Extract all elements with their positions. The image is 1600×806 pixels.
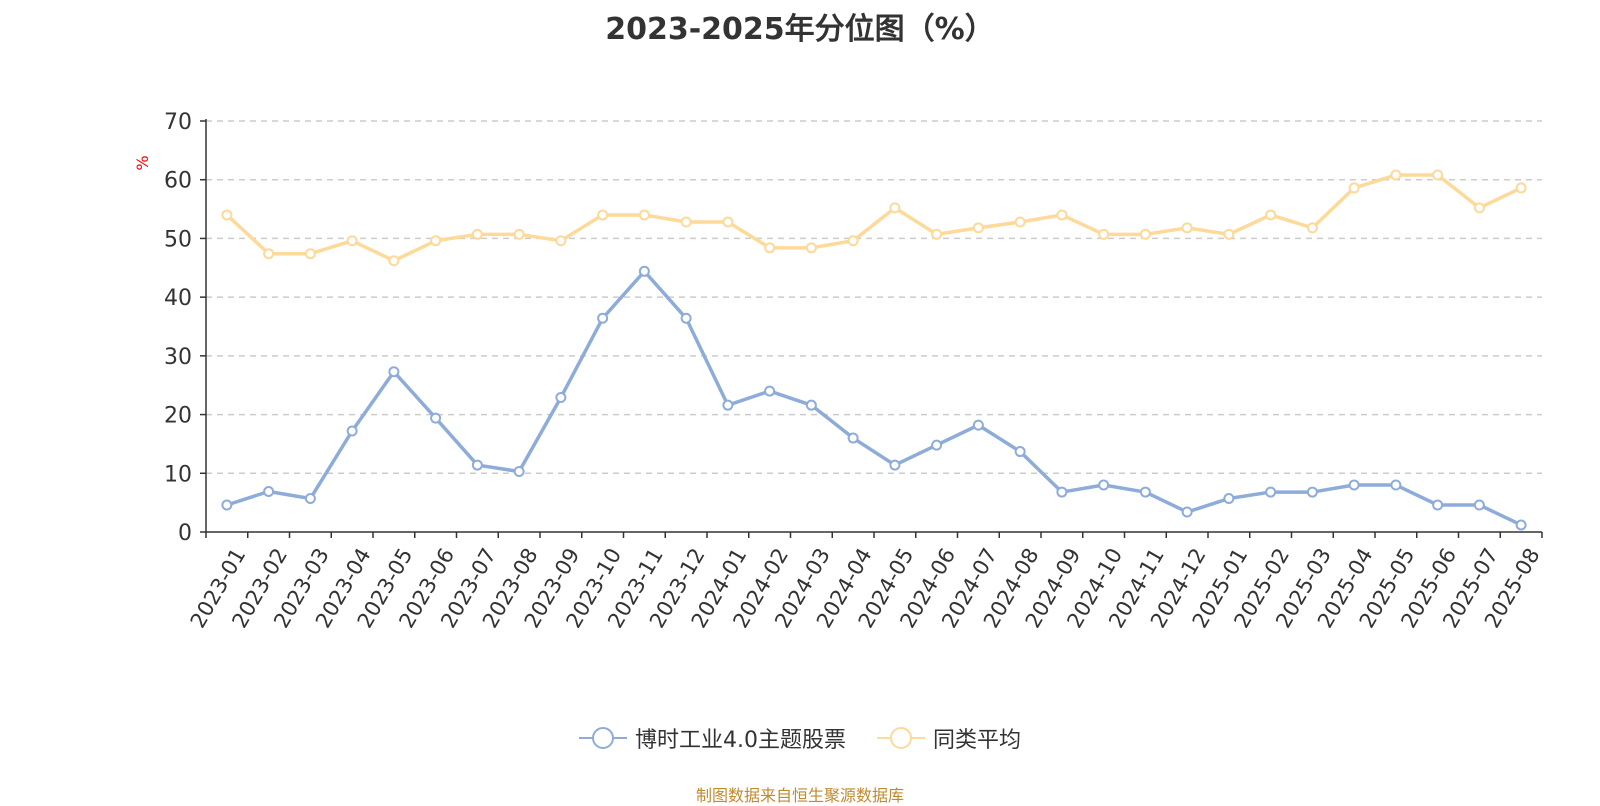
data-point-series-1	[722, 399, 734, 411]
data-point-series-2	[805, 242, 817, 254]
grid-lines	[206, 120, 1542, 475]
series-line-2	[225, 173, 1523, 263]
data-point-series-1	[388, 366, 400, 378]
y-tick-label: 60	[164, 169, 192, 194]
chart-title: 2023-2025年分位图（%）	[605, 12, 995, 47]
data-point-series-2	[972, 222, 984, 234]
data-point-series-1	[597, 312, 609, 324]
series-line-1	[225, 269, 1523, 527]
legend-line-circle-icon	[876, 727, 925, 749]
data-point-series-1	[972, 419, 984, 431]
data-point-series-2	[597, 209, 609, 221]
data-point-series-1	[1265, 486, 1277, 498]
data-point-series-1	[931, 439, 943, 451]
data-point-series-2	[1306, 222, 1318, 234]
legend: 博时工业4.0主题股票 同类平均	[0, 722, 1600, 756]
axes: 0102030405060702023-012023-022023-032023…	[164, 110, 1545, 632]
data-point-series-2	[847, 235, 859, 247]
data-point-series-2	[1139, 228, 1151, 240]
data-point-series-2	[1390, 169, 1402, 181]
data-point-series-2	[555, 235, 567, 247]
data-point-series-1	[847, 432, 859, 444]
data-point-series-1	[1181, 506, 1193, 518]
data-point-series-2	[304, 248, 316, 260]
legend-label-series-2: 同类平均	[932, 728, 1021, 753]
data-point-series-1	[555, 392, 567, 404]
data-point-series-1	[263, 485, 275, 497]
data-point-series-1	[1432, 499, 1444, 511]
data-point-series-2	[430, 235, 442, 247]
data-point-series-1	[638, 265, 650, 277]
data-point-series-1	[764, 385, 776, 397]
legend-item-series-1[interactable]: 博时工业4.0主题股票	[578, 722, 846, 754]
data-point-series-2	[1098, 228, 1110, 240]
y-tick-label: 40	[164, 286, 192, 311]
data-point-series-2	[764, 242, 776, 254]
data-point-series-2	[931, 228, 943, 240]
data-point-series-1	[889, 459, 901, 471]
y-tick-label: 30	[164, 345, 192, 370]
data-point-series-1	[430, 412, 442, 424]
series-lines	[221, 169, 1527, 531]
data-point-series-1	[1139, 486, 1151, 498]
data-point-series-1	[805, 399, 817, 411]
data-point-series-2	[388, 255, 400, 267]
data-point-series-2	[1515, 182, 1527, 194]
data-point-series-1	[1306, 486, 1318, 498]
data-point-series-1	[1098, 479, 1110, 491]
data-point-series-2	[1473, 202, 1485, 214]
data-point-series-2	[471, 228, 483, 240]
data-point-series-1	[1223, 493, 1235, 505]
y-tick-label: 20	[164, 404, 192, 429]
data-point-series-1	[1515, 519, 1527, 531]
y-tick-label: 0	[178, 521, 192, 546]
legend-item-series-2[interactable]: 同类平均	[876, 722, 1021, 754]
data-point-series-2	[889, 202, 901, 214]
legend-line-circle-icon	[578, 727, 627, 749]
data-point-series-2	[221, 209, 233, 221]
data-point-series-1	[346, 425, 358, 437]
data-point-series-2	[1223, 228, 1235, 240]
y-tick-label: 70	[164, 110, 192, 135]
data-point-series-1	[1390, 479, 1402, 491]
data-point-series-1	[513, 466, 525, 478]
y-tick-label: 50	[164, 227, 192, 252]
data-point-series-2	[1265, 209, 1277, 221]
data-point-series-1	[221, 499, 233, 511]
data-point-series-2	[1348, 182, 1360, 194]
data-point-series-2	[346, 235, 358, 247]
y-tick-label: 10	[164, 462, 192, 487]
source-note: 制图数据来自恒生聚源数据库	[695, 786, 904, 805]
data-point-series-2	[1181, 222, 1193, 234]
data-point-series-1	[471, 459, 483, 471]
data-point-series-1	[1473, 499, 1485, 511]
legend-label-series-1: 博时工业4.0主题股票	[634, 728, 846, 753]
data-point-series-2	[722, 216, 734, 228]
data-point-series-1	[680, 312, 692, 324]
data-point-series-2	[638, 209, 650, 221]
data-point-series-2	[680, 216, 692, 228]
data-point-series-2	[263, 248, 275, 260]
data-point-series-2	[1056, 209, 1068, 221]
data-point-series-2	[513, 228, 525, 240]
data-point-series-1	[1014, 446, 1026, 458]
data-point-series-1	[1056, 486, 1068, 498]
data-point-series-2	[1432, 169, 1444, 181]
y-axis-unit-label: %	[133, 155, 152, 170]
data-point-series-2	[1014, 216, 1026, 228]
data-point-series-1	[304, 493, 316, 505]
data-point-series-1	[1348, 479, 1360, 491]
